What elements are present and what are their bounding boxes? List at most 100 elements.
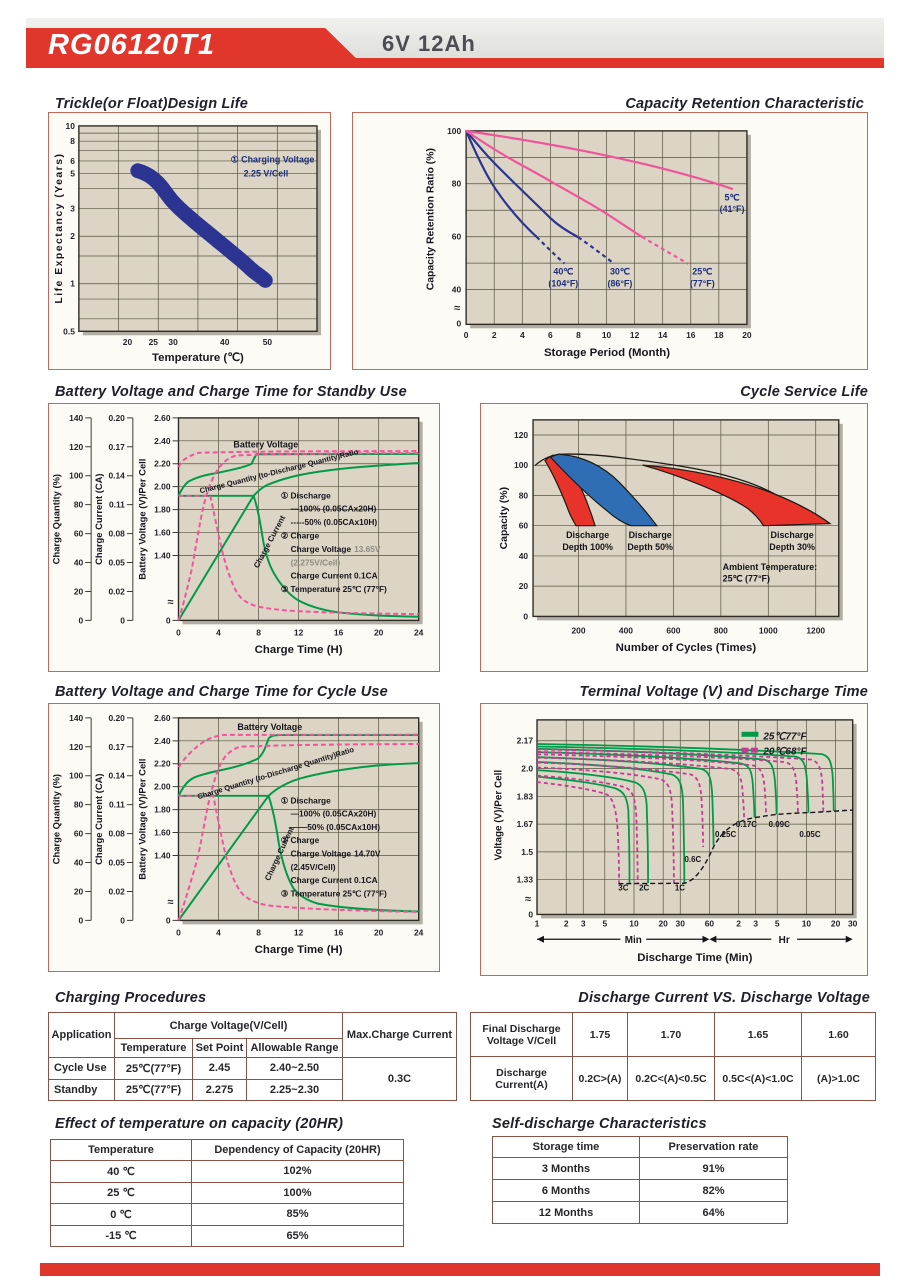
svg-text:25: 25 bbox=[149, 337, 159, 347]
curve-40c-dashed bbox=[535, 235, 566, 265]
table-row: 6 Months 82% bbox=[492, 1179, 788, 1202]
table-row: Discharge Current(A) 0.2C>(A) 0.2C<(A)<0.… bbox=[470, 1056, 876, 1101]
svg-text:16: 16 bbox=[334, 927, 344, 937]
terminal-voltage-chart-panel: 25℃77°F 20℃68°F 3C 2C 1C 0.6C 0.25C 0.17… bbox=[480, 703, 868, 976]
svg-text:4: 4 bbox=[216, 927, 221, 937]
svg-text:16: 16 bbox=[334, 627, 344, 637]
battery-voltage-50 bbox=[177, 450, 419, 468]
y-tick-labels: 2.17 2.0 1.83 1.67 1.5 1.33 0 bbox=[517, 736, 534, 920]
cell-temperature: 0 ℃ bbox=[50, 1203, 192, 1226]
svg-text:140: 140 bbox=[69, 713, 83, 723]
svg-text:1.83: 1.83 bbox=[517, 791, 534, 801]
cell-temperature: 25℃(77°F) bbox=[114, 1057, 193, 1080]
svg-text:6: 6 bbox=[70, 156, 75, 166]
col-dependency: Dependency of Capacity (20HR) bbox=[191, 1139, 404, 1161]
svg-text:1000: 1000 bbox=[759, 625, 778, 635]
svg-text:1: 1 bbox=[535, 918, 540, 928]
condition-notes: ① Discharge —100% (0.05CAx20H) ——50% (0.… bbox=[281, 795, 387, 898]
svg-text:0.17: 0.17 bbox=[108, 442, 125, 452]
svg-text:24: 24 bbox=[414, 627, 424, 637]
grid bbox=[78, 125, 318, 332]
cutoff-voltage-curve bbox=[618, 809, 853, 885]
svg-text:1.5: 1.5 bbox=[521, 847, 533, 857]
x-axis-label: Discharge Time (Min) bbox=[637, 952, 752, 964]
cell-current-range: (A)>1.0C bbox=[801, 1056, 876, 1101]
title-discharge-current: Discharge Current VS. Discharge Voltage bbox=[578, 990, 870, 1006]
svg-text:0.08: 0.08 bbox=[108, 529, 125, 539]
band-labels: Discharge Depth 100% Discharge Depth 50%… bbox=[562, 530, 817, 584]
svg-text:8: 8 bbox=[256, 627, 261, 637]
svg-text:40: 40 bbox=[220, 337, 230, 347]
svg-text:0.5: 0.5 bbox=[63, 326, 75, 336]
y-axis-break: ≈ bbox=[454, 302, 460, 314]
svg-text:20: 20 bbox=[374, 627, 384, 637]
svg-text:1.60: 1.60 bbox=[154, 828, 171, 838]
curve-30c-dashed bbox=[577, 236, 615, 265]
svg-text:12: 12 bbox=[294, 627, 304, 637]
cell-preservation-rate: 91% bbox=[639, 1157, 788, 1180]
table-row: 40 ℃ 102% bbox=[50, 1160, 404, 1183]
svg-text:10: 10 bbox=[802, 918, 812, 928]
svg-text:1.60: 1.60 bbox=[154, 528, 171, 538]
design-life-chart: ① Charging Voltage 2.25 V/Cell 10 8 6 5 … bbox=[54, 121, 321, 364]
svg-text:1.67: 1.67 bbox=[517, 819, 534, 829]
svg-text:40: 40 bbox=[519, 551, 529, 561]
cell-allowable-range: 2.40~2.50 bbox=[246, 1057, 343, 1080]
battery-voltage-axis-label: Battery Voltage (V)/Per Cell bbox=[137, 459, 148, 580]
grid bbox=[466, 130, 747, 325]
svg-text:0.14: 0.14 bbox=[108, 471, 125, 481]
svg-text:2.0: 2.0 bbox=[521, 764, 533, 774]
charge-current-axis-label: Charge Current (CA) bbox=[93, 473, 104, 564]
x-axis-label: Temperature (℃) bbox=[152, 352, 244, 364]
svg-text:0.17: 0.17 bbox=[108, 742, 125, 752]
table-row: Final Discharge Voltage V/Cell 1.75 1.70 … bbox=[470, 1012, 876, 1057]
svg-text:5: 5 bbox=[775, 918, 780, 928]
charge-quantity-axis-ticks: 140 120 100 80 60 40 20 0 bbox=[69, 413, 83, 625]
svg-text:6: 6 bbox=[548, 330, 553, 340]
svg-text:60: 60 bbox=[519, 521, 529, 531]
left-axes bbox=[85, 717, 179, 921]
curve-labels: 40℃ (104°F) 30℃ (86°F) 25℃ (77°F) 5℃ (41… bbox=[548, 192, 744, 288]
band-depth-50 bbox=[549, 453, 659, 527]
x-tick-labels: 0 4 8 12 16 20 24 bbox=[176, 927, 424, 937]
svg-text:5: 5 bbox=[602, 918, 607, 928]
col-storage-time: Storage time bbox=[492, 1136, 640, 1158]
svg-text:0: 0 bbox=[528, 909, 533, 919]
curves bbox=[177, 733, 419, 921]
x-tick-labels: 20 25 30 40 50 bbox=[123, 337, 273, 347]
charge-quantity-axis-label: Charge Quantity (%) bbox=[50, 474, 61, 564]
battery-rating: 6V 12Ah bbox=[382, 31, 476, 56]
svg-text:0.11: 0.11 bbox=[109, 500, 125, 510]
svg-text:2: 2 bbox=[70, 231, 75, 241]
y-axis-break: ≈ bbox=[525, 894, 531, 906]
title-capacity-retention: Capacity Retention Characteristic bbox=[625, 96, 864, 112]
svg-text:18: 18 bbox=[714, 330, 724, 340]
svg-text:10: 10 bbox=[602, 330, 612, 340]
cell-set-point: 2.45 bbox=[192, 1057, 247, 1080]
min-range-label: Min bbox=[625, 935, 642, 946]
svg-text:(41°F): (41°F) bbox=[720, 204, 745, 214]
retention-curves bbox=[465, 129, 734, 265]
cell-storage-time: 3 Months bbox=[492, 1157, 640, 1180]
svg-text:Charge Current 0.1CA: Charge Current 0.1CA bbox=[291, 571, 378, 581]
svg-text:30: 30 bbox=[676, 918, 686, 928]
svg-text:20: 20 bbox=[831, 918, 841, 928]
row-label-final-discharge-voltage: Final Discharge Voltage V/Cell bbox=[470, 1012, 573, 1057]
y-tick-labels: 100 80 60 40 0 bbox=[447, 126, 461, 328]
cell-dependency: 85% bbox=[191, 1203, 404, 1226]
curve-30c bbox=[465, 130, 579, 239]
svg-text:② Charge: ② Charge bbox=[281, 835, 320, 845]
curves-25c bbox=[536, 743, 835, 883]
svg-text:10: 10 bbox=[66, 121, 76, 131]
svg-text:Ambient Temperature:: Ambient Temperature: bbox=[723, 562, 818, 572]
battery-voltage-axis-label: Battery Voltage (V)/Per Cell bbox=[137, 759, 148, 880]
svg-text:3: 3 bbox=[70, 203, 75, 213]
charge-quantity-50 bbox=[177, 452, 419, 621]
battery-voltage-axis-ticks: 2.60 2.40 2.20 2.00 1.80 1.60 1.40 0 bbox=[154, 413, 171, 625]
x-tick-labels: 200 400 600 800 1000 1200 bbox=[571, 625, 825, 635]
svg-text:—100% (0.05CAx20H): —100% (0.05CAx20H) bbox=[291, 809, 377, 819]
left-axes bbox=[85, 417, 179, 621]
svg-text:20: 20 bbox=[658, 918, 668, 928]
svg-text:1.33: 1.33 bbox=[517, 875, 534, 885]
